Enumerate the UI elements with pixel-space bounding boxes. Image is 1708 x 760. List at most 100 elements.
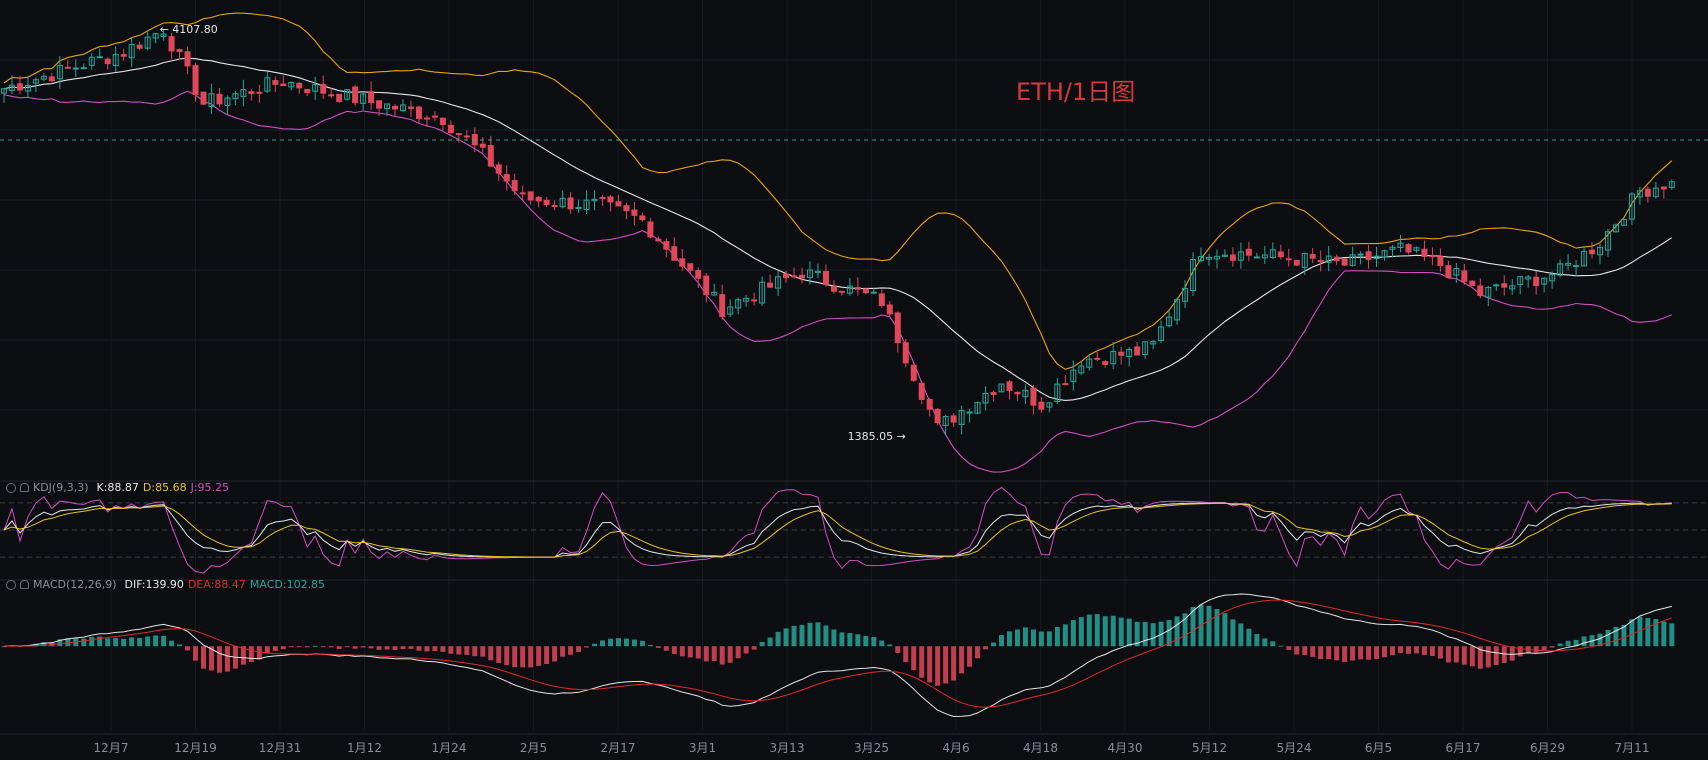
candle-body: [870, 291, 877, 294]
macd-histogram-bar: [935, 646, 941, 686]
macd-histogram-bar: [1350, 646, 1356, 661]
candle-body: [1333, 256, 1340, 262]
macd-histogram-bar: [376, 646, 382, 650]
candle-body: [942, 416, 949, 426]
candle-body: [1166, 316, 1173, 327]
x-tick-label: 6月5: [1364, 741, 1393, 755]
macd-histogram-bar: [759, 641, 765, 647]
macd-histogram-bar: [592, 643, 598, 647]
macd-histogram-bar: [1453, 646, 1459, 663]
candle-body: [1078, 365, 1085, 374]
macd-histogram-bar: [456, 646, 462, 655]
macd-dea-value: DEA:88.47: [187, 578, 246, 591]
candle-body: [1541, 277, 1548, 285]
macd-histogram-bar: [1014, 629, 1020, 647]
macd-histogram-bar: [1573, 639, 1579, 647]
candle-body: [384, 103, 391, 110]
macd-histogram-bar: [1, 646, 7, 648]
macd-histogram-bar: [1062, 624, 1068, 647]
x-tick-label: 6月29: [1530, 741, 1565, 755]
low-price-annotation: 1385.05 →: [847, 429, 906, 443]
candle-body: [974, 402, 981, 414]
x-tick-label: 12月7: [93, 741, 129, 755]
candle-body: [248, 91, 255, 95]
macd-histogram-bar: [464, 646, 470, 655]
macd-histogram-bar: [1214, 609, 1220, 647]
candle-body: [1573, 265, 1580, 268]
candle-body: [479, 143, 486, 148]
macd-histogram-bar: [615, 638, 621, 647]
x-tick-label: 2月17: [600, 741, 636, 755]
macd-histogram-bar: [1413, 646, 1419, 654]
candle-body: [910, 364, 917, 381]
candle-body: [1094, 357, 1101, 360]
kdj-k-value: K:88.87: [96, 481, 139, 494]
macd-histogram-bar: [1222, 613, 1228, 647]
candle-body: [136, 44, 143, 49]
candle-body: [240, 88, 247, 97]
macd-histogram-bar: [623, 638, 629, 647]
x-tick-label: 4月30: [1107, 741, 1143, 755]
macd-histogram-bar: [169, 640, 175, 647]
kdj-j-value: J:95.25: [190, 481, 230, 494]
candle-body: [1182, 287, 1189, 302]
candle-body: [1604, 231, 1611, 251]
macd-histogram-bar: [1046, 631, 1052, 647]
candle-body: [1150, 341, 1157, 345]
candle-body: [1636, 190, 1643, 198]
candle-body: [1429, 255, 1436, 258]
macd-histogram-bar: [1182, 613, 1188, 647]
candle-body: [783, 273, 790, 279]
macd-histogram-bar: [33, 643, 39, 647]
macd-histogram-bar: [1310, 646, 1316, 657]
candle-body: [1245, 248, 1252, 256]
x-tick-label: 3月1: [688, 741, 717, 755]
candle-body: [1477, 285, 1484, 297]
candle-body: [830, 285, 837, 292]
alert-bell-icon[interactable]: [20, 580, 29, 589]
macd-histogram-bar: [1581, 636, 1587, 647]
candle-body: [376, 100, 383, 109]
candle-body: [24, 84, 31, 92]
macd-histogram-bar: [999, 635, 1004, 647]
candle-body: [1158, 326, 1165, 342]
macd-histogram-bar: [296, 646, 302, 648]
candle-body: [918, 382, 925, 400]
grid-lines: [0, 0, 1708, 735]
macd-histogram-bar: [1597, 633, 1603, 647]
candle-body: [1213, 255, 1220, 260]
candle-body: [1445, 265, 1452, 278]
candle-body: [152, 33, 159, 39]
candle-body: [192, 65, 199, 95]
candle-body: [695, 270, 702, 279]
macd-histogram-bar: [360, 646, 366, 648]
macd-histogram-bar: [1086, 614, 1092, 647]
x-tick-label: 1月24: [431, 741, 467, 755]
macd-histogram-bar: [113, 638, 119, 647]
candle-body: [96, 56, 103, 59]
candle-body: [1174, 299, 1181, 321]
macd-histogram-bar: [639, 640, 645, 647]
alert-bell-icon[interactable]: [20, 483, 29, 492]
macd-histogram-bar: [1669, 623, 1675, 647]
candle-body: [1309, 253, 1316, 259]
candle-body: [854, 287, 861, 290]
candle-body: [902, 342, 909, 364]
candle-body: [360, 93, 367, 104]
macd-panel: [1, 593, 1675, 718]
candle-body: [1525, 276, 1532, 280]
macd-histogram-bar: [655, 646, 661, 648]
candle-body: [1612, 224, 1619, 233]
macd-histogram-bar: [1533, 646, 1539, 653]
macd-histogram-bar: [679, 646, 685, 657]
macd-histogram-bar: [1278, 645, 1284, 647]
candle-body: [1485, 287, 1492, 298]
macd-histogram-bar: [320, 646, 326, 648]
collapse-icon[interactable]: [6, 482, 16, 493]
candle-body: [998, 383, 1005, 393]
macd-histogram-bar: [264, 646, 270, 654]
macd-histogram-bar: [137, 637, 143, 647]
candle-body: [623, 205, 630, 212]
collapse-icon[interactable]: [6, 579, 16, 590]
